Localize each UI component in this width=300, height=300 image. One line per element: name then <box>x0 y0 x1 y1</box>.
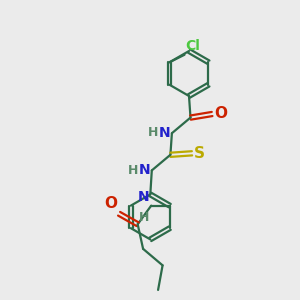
Text: O: O <box>104 196 117 211</box>
Text: H: H <box>148 126 158 140</box>
Text: H: H <box>128 164 138 177</box>
Text: S: S <box>194 146 205 161</box>
Text: O: O <box>214 106 227 122</box>
Text: N: N <box>159 126 170 140</box>
Text: Cl: Cl <box>186 39 201 53</box>
Text: N: N <box>139 163 150 177</box>
Text: N: N <box>138 190 150 204</box>
Text: H: H <box>139 211 150 224</box>
